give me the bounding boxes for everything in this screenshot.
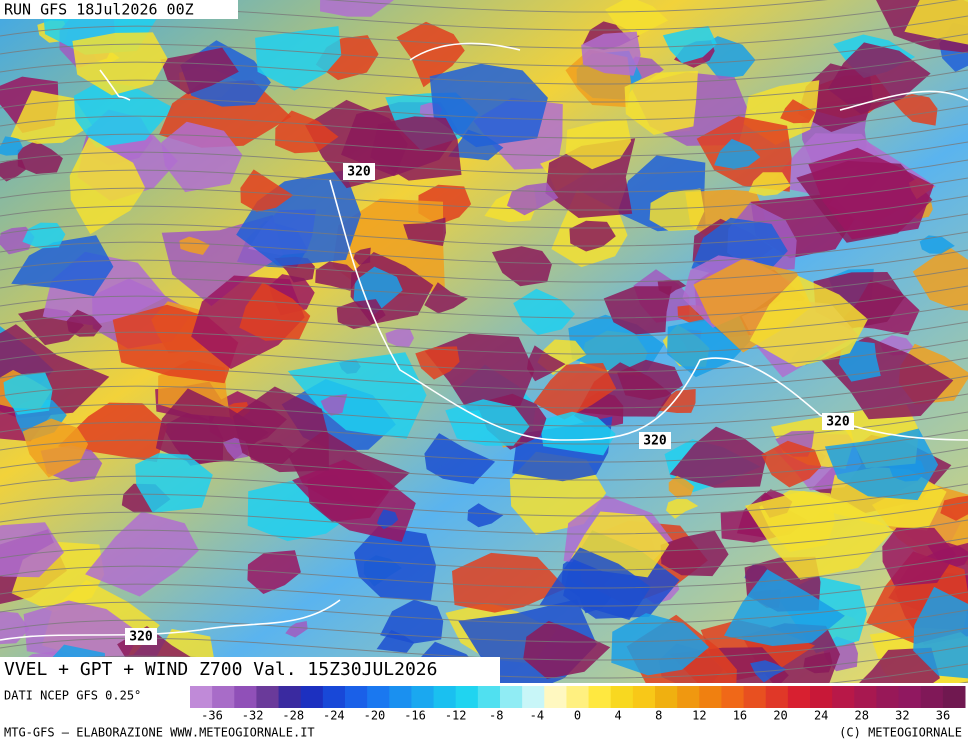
colorbar-swatch — [589, 686, 612, 708]
colorbar-swatch — [323, 686, 346, 708]
colorbar-swatch — [478, 686, 501, 708]
colorbar-swatch — [832, 686, 855, 708]
colorbar-swatch — [566, 686, 589, 708]
colorbar-swatch — [677, 686, 700, 708]
colorbar: -36 -32 -28 -24 -20 -16 -12 -8 -4 0 4 8 12 16 20 24 28 32… — [190, 686, 966, 723]
colorbar-label: 0 — [574, 709, 581, 723]
footer-left: MTG-GFS — ELABORAZIONE WWW.METEOGIORNALE… — [4, 726, 315, 740]
colorbar-label: 16 — [733, 709, 747, 723]
colorbar-label: 12 — [692, 709, 706, 723]
colorbar-swatch — [522, 686, 545, 708]
colorbar-swatch — [367, 686, 390, 708]
source-label: DATI NCEP GFS 0.25° — [4, 689, 141, 703]
colorbar-label: -12 — [445, 709, 467, 723]
colorbar-swatch — [921, 686, 944, 708]
colorbar-swatch — [456, 686, 479, 708]
colorbar-label: -20 — [364, 709, 386, 723]
colorbar-swatch — [301, 686, 324, 708]
colorbar-swatch — [411, 686, 434, 708]
colorbar-swatch — [434, 686, 457, 708]
colorbar-label: -24 — [323, 709, 345, 723]
colorbar-swatch — [766, 686, 789, 708]
colorbar-label: -8 — [489, 709, 503, 723]
run-label: RUN GFS 18Jul2026 00Z — [4, 1, 194, 19]
colorbar-label: -28 — [282, 709, 304, 723]
footer-right: (C) METEOGIORNALE — [839, 726, 962, 740]
colorbar-label: 32 — [895, 709, 909, 723]
colorbar-swatch — [699, 686, 722, 708]
colorbar-swatch — [500, 686, 523, 708]
contour-label: 320 — [826, 415, 850, 430]
colorbar-label: -4 — [530, 709, 544, 723]
colorbar-swatch — [943, 686, 966, 708]
colorbar-swatch — [788, 686, 811, 708]
colorbar-label: 4 — [614, 709, 621, 723]
colorbar-label: 20 — [773, 709, 787, 723]
contour-label: 320 — [129, 630, 153, 645]
map-title: VVEL + GPT + WIND Z700 Val. 15Z30JUL2026 — [4, 659, 437, 680]
colorbar-label: -16 — [404, 709, 426, 723]
colorbar-swatch — [279, 686, 302, 708]
colorbar-label: -36 — [201, 709, 223, 723]
contour-label: 320 — [347, 165, 371, 180]
colorbar-swatch — [256, 686, 279, 708]
colorbar-swatch — [345, 686, 368, 708]
colorbar-swatch — [876, 686, 899, 708]
colorbar-label: 36 — [936, 709, 950, 723]
colorbar-swatch — [721, 686, 744, 708]
contour-label: 320 — [643, 434, 667, 449]
colorbar-swatch — [544, 686, 567, 708]
colorbar-swatch — [854, 686, 877, 708]
colorbar-swatch — [744, 686, 767, 708]
colorbar-swatch — [810, 686, 833, 708]
colorbar-swatch — [655, 686, 678, 708]
colorbar-swatch — [611, 686, 634, 708]
colorbar-label: 24 — [814, 709, 828, 723]
colorbar-swatch — [190, 686, 213, 708]
colorbar-swatch — [633, 686, 656, 708]
colorbar-label: 8 — [655, 709, 662, 723]
colorbar-swatch — [389, 686, 412, 708]
colorbar-label: -32 — [242, 709, 264, 723]
colorbar-swatch — [899, 686, 922, 708]
colorbar-swatch — [212, 686, 235, 708]
colorbar-label: 28 — [855, 709, 869, 723]
map: 320 320 320 320 — [0, 0, 968, 723]
colorbar-swatch — [234, 686, 257, 708]
